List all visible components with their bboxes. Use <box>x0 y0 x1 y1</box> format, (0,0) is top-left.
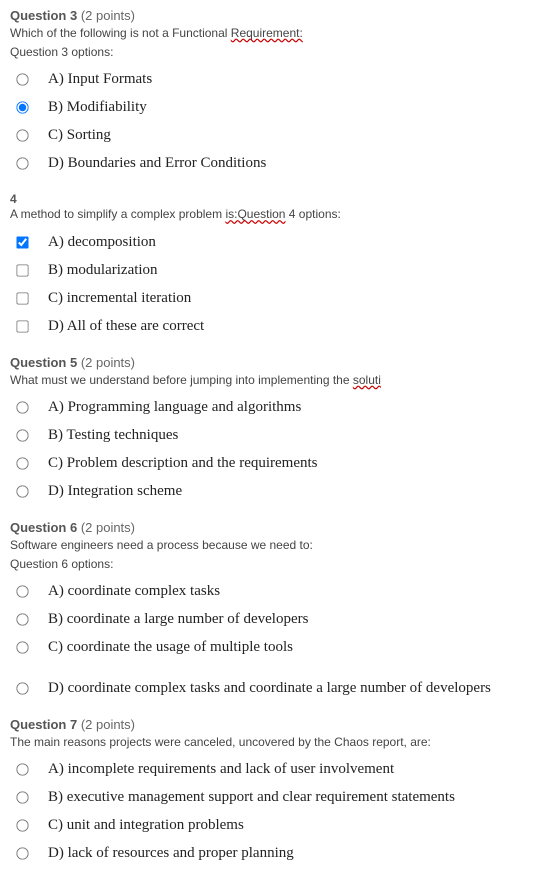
q5-radio-a[interactable] <box>16 401 28 413</box>
option-row: A) Input Formats <box>10 66 545 94</box>
question-5-header: Question 5 (2 points) <box>10 355 545 370</box>
question-4-num: 4 <box>10 192 545 206</box>
q7-radio-a[interactable] <box>16 764 28 776</box>
q5-radio-d[interactable] <box>16 485 28 497</box>
question-5-prompt-pre: What must we understand before jumping i… <box>10 373 353 387</box>
option-row: B) Testing techniques <box>10 422 545 450</box>
option-label: B) executive management support and clea… <box>48 789 455 806</box>
q3-radio-b[interactable] <box>16 102 28 114</box>
option-label: C) unit and integration problems <box>48 817 244 834</box>
question-3-prompt: Which of the following is not a Function… <box>10 25 545 41</box>
question-3-prompt-text: Which of the following is not a Function… <box>10 26 231 40</box>
question-6-title: Question 6 <box>10 520 77 535</box>
question-3-prompt-wavy: Requirement: <box>231 26 303 40</box>
q3-radio-c[interactable] <box>16 130 28 142</box>
option-row: A) Programming language and algorithms <box>10 394 545 422</box>
option-label: D) lack of resources and proper planning <box>48 845 294 862</box>
question-5: Question 5 (2 points) What must we under… <box>10 355 545 506</box>
q5-radio-b[interactable] <box>16 429 28 441</box>
option-row: A) incomplete requirements and lack of u… <box>10 756 545 784</box>
question-7-options: A) incomplete requirements and lack of u… <box>10 756 545 868</box>
q3-radio-d[interactable] <box>16 158 28 170</box>
question-5-points: (2 points) <box>81 355 135 370</box>
question-5-prompt-wavy: soluti <box>353 373 381 387</box>
question-3-points: (2 points) <box>81 8 135 23</box>
option-row: D) lack of resources and proper planning <box>10 840 545 868</box>
option-label: A) Programming language and algorithms <box>48 399 301 416</box>
option-label: D) Boundaries and Error Conditions <box>48 155 266 172</box>
q6-radio-d[interactable] <box>16 682 28 694</box>
q4-check-d[interactable] <box>16 320 28 332</box>
question-3-title: Question 3 <box>10 8 77 23</box>
option-label: D) All of these are correct <box>48 318 204 335</box>
q5-radio-c[interactable] <box>16 457 28 469</box>
q4-check-a[interactable] <box>16 236 28 248</box>
question-7-header: Question 7 (2 points) <box>10 717 545 732</box>
option-label: C) Sorting <box>48 127 111 144</box>
question-4-prompt-wavy: is:Question <box>225 207 285 221</box>
question-4-prompt: A method to simplify a complex problem i… <box>10 206 545 222</box>
question-6-options: A) coordinate complex tasks B) coordinat… <box>10 578 545 703</box>
question-5-title: Question 5 <box>10 355 77 370</box>
option-row: C) Sorting <box>10 122 545 150</box>
question-4: 4 A method to simplify a complex problem… <box>10 192 545 340</box>
option-row: A) decomposition <box>10 229 545 257</box>
option-row: D) Integration scheme <box>10 478 545 506</box>
option-label: A) coordinate complex tasks <box>48 583 220 600</box>
option-row: D) All of these are correct <box>10 313 545 341</box>
q7-radio-b[interactable] <box>16 792 28 804</box>
q6-radio-c[interactable] <box>16 641 28 653</box>
option-label: B) Modifiability <box>48 99 147 116</box>
question-3-header: Question 3 (2 points) <box>10 8 545 23</box>
question-4-options: A) decomposition B) modularization C) in… <box>10 229 545 341</box>
question-6-header: Question 6 (2 points) <box>10 520 545 535</box>
question-7: Question 7 (2 points) The main reasons p… <box>10 717 545 868</box>
option-label: A) decomposition <box>48 234 156 251</box>
question-3-options-label: Question 3 options: <box>10 44 545 60</box>
question-5-options: A) Programming language and algorithms B… <box>10 394 545 506</box>
option-label: D) coordinate complex tasks and coordina… <box>48 680 491 697</box>
option-label: B) coordinate a large number of develope… <box>48 611 308 628</box>
option-label: A) incomplete requirements and lack of u… <box>48 761 394 778</box>
option-label: A) Input Formats <box>48 71 152 88</box>
question-6-options-label: Question 6 options: <box>10 556 545 572</box>
option-label: C) coordinate the usage of multiple tool… <box>48 639 293 656</box>
option-row: B) Modifiability <box>10 94 545 122</box>
question-6: Question 6 (2 points) Software engineers… <box>10 520 545 703</box>
option-label: C) Problem description and the requireme… <box>48 455 318 472</box>
q4-check-c[interactable] <box>16 292 28 304</box>
q6-radio-a[interactable] <box>16 585 28 597</box>
option-row: C) incremental iteration <box>10 285 545 313</box>
option-label: B) Testing techniques <box>48 427 178 444</box>
option-label: D) Integration scheme <box>48 483 182 500</box>
q3-radio-a[interactable] <box>16 74 28 86</box>
q6-radio-b[interactable] <box>16 613 28 625</box>
option-row: B) modularization <box>10 257 545 285</box>
option-row: D) coordinate complex tasks and coordina… <box>10 662 545 703</box>
option-row: C) Problem description and the requireme… <box>10 450 545 478</box>
question-4-prompt-post: 4 options: <box>285 207 340 221</box>
question-3: Question 3 (2 points) Which of the follo… <box>10 8 545 178</box>
option-row: B) executive management support and clea… <box>10 784 545 812</box>
question-6-prompt: Software engineers need a process becaus… <box>10 537 545 553</box>
question-6-points: (2 points) <box>81 520 135 535</box>
question-7-title: Question 7 <box>10 717 77 732</box>
option-row: D) Boundaries and Error Conditions <box>10 150 545 178</box>
question-7-prompt: The main reasons projects were canceled,… <box>10 734 545 750</box>
question-3-options: A) Input Formats B) Modifiability C) Sor… <box>10 66 545 178</box>
question-4-prompt-pre: A method to simplify a complex problem <box>10 207 225 221</box>
option-label: C) incremental iteration <box>48 290 191 307</box>
option-row: C) coordinate the usage of multiple tool… <box>10 634 545 662</box>
option-row: C) unit and integration problems <box>10 812 545 840</box>
option-row: B) coordinate a large number of develope… <box>10 606 545 634</box>
option-label: B) modularization <box>48 262 158 279</box>
option-row: A) coordinate complex tasks <box>10 578 545 606</box>
q7-radio-d[interactable] <box>16 848 28 860</box>
q7-radio-c[interactable] <box>16 820 28 832</box>
question-7-points: (2 points) <box>81 717 135 732</box>
q4-check-b[interactable] <box>16 264 28 276</box>
question-5-prompt: What must we understand before jumping i… <box>10 372 545 388</box>
